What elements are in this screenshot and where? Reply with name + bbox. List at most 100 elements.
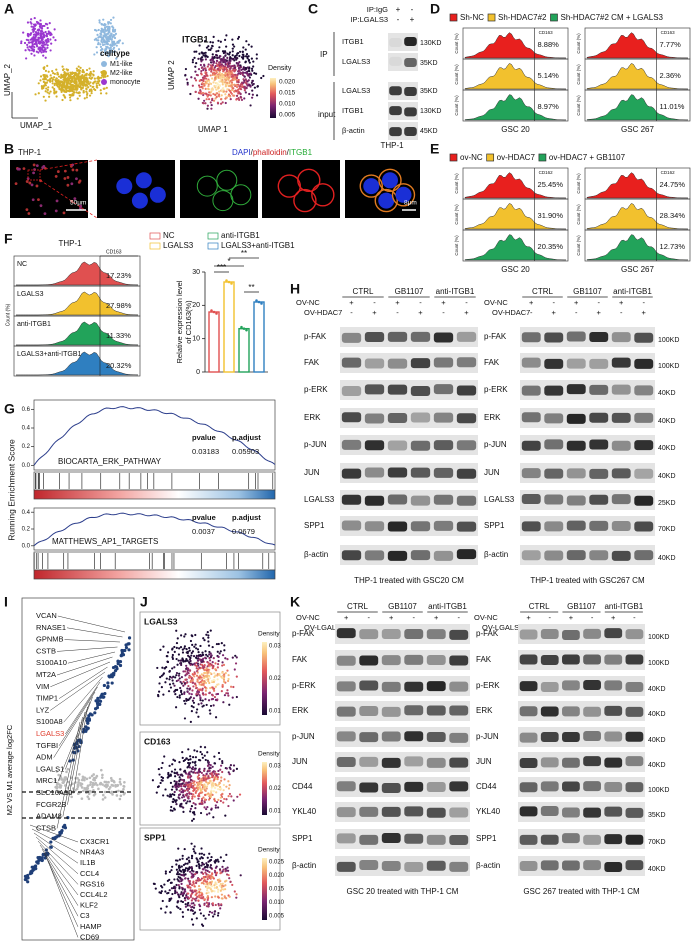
density-point — [207, 775, 210, 778]
umap-point — [60, 89, 63, 92]
density-point — [198, 666, 201, 669]
umap-point — [70, 94, 73, 97]
umap-point — [51, 79, 54, 83]
density-point — [244, 48, 247, 51]
blot-band — [625, 834, 644, 845]
density-point — [228, 792, 231, 796]
blot-band — [634, 385, 654, 396]
blot-band — [540, 706, 559, 717]
density-point — [185, 78, 188, 81]
density-point — [222, 801, 225, 804]
density-point — [225, 897, 228, 900]
density-point — [209, 863, 213, 867]
density-point — [204, 650, 207, 653]
density-point — [243, 75, 246, 78]
gene-point — [84, 729, 88, 733]
density-point — [179, 646, 183, 649]
density-point — [181, 857, 184, 860]
density-point — [196, 659, 200, 662]
group-header: CTRL — [353, 287, 374, 296]
blot-band — [387, 494, 408, 505]
blot-band — [519, 834, 538, 845]
density-point — [209, 59, 212, 62]
density-point — [197, 884, 201, 888]
gene-point — [101, 798, 105, 801]
density-point — [223, 50, 227, 53]
gene-point — [89, 780, 93, 784]
percent-label: 8.97% — [538, 102, 560, 111]
ip-label: IP:LGALS3 — [350, 15, 388, 24]
panel-letter: C — [308, 1, 318, 17]
density-point — [207, 913, 211, 916]
density-point — [197, 783, 201, 786]
density-point — [173, 793, 176, 796]
axis-label: GSC 20 — [501, 125, 530, 134]
colorbar-tick: 0.010 — [269, 900, 285, 906]
density-point — [234, 654, 237, 657]
umap-point — [26, 32, 29, 36]
density-point — [192, 655, 196, 658]
density-point — [233, 90, 236, 93]
sign: - — [633, 613, 636, 622]
umap-point — [45, 39, 48, 42]
density-point — [222, 70, 225, 73]
density-point — [202, 896, 205, 899]
gene-point — [76, 776, 79, 780]
density-point — [168, 678, 171, 681]
density-point — [185, 802, 188, 805]
panel-letter: H — [290, 281, 300, 297]
density-point — [242, 53, 245, 56]
density-point — [182, 794, 185, 797]
umap-point — [52, 72, 55, 75]
blot-band — [364, 440, 385, 451]
sign: + — [395, 298, 400, 307]
blot-band — [449, 781, 469, 792]
density-point — [230, 83, 234, 86]
density-point — [238, 67, 241, 70]
density-point — [205, 892, 208, 895]
gene-point — [77, 780, 80, 784]
density-point — [190, 899, 193, 902]
density-point — [215, 71, 218, 74]
density-point — [216, 67, 219, 71]
density-point — [210, 855, 213, 859]
kd-marker: 35KD — [420, 60, 438, 67]
cell — [62, 211, 66, 215]
density-point — [172, 886, 175, 890]
density-point — [178, 694, 181, 697]
colorbar-tick: 0.020 — [269, 873, 285, 879]
density-point — [223, 674, 226, 678]
density-point — [241, 81, 244, 84]
density-point — [204, 58, 208, 61]
density-point — [230, 795, 233, 798]
density-point — [184, 67, 188, 71]
density-point — [207, 668, 210, 671]
density-point — [224, 884, 227, 887]
density-point — [200, 871, 203, 874]
density-point — [200, 894, 203, 897]
gene-point — [30, 869, 34, 873]
density-point — [213, 783, 216, 786]
density-point — [171, 657, 175, 660]
density-point — [193, 645, 196, 648]
density-point — [203, 99, 206, 102]
blot-band — [589, 384, 609, 395]
blot-band — [604, 628, 623, 639]
umap-point — [44, 75, 47, 79]
density-point — [233, 77, 236, 80]
density-point — [233, 83, 236, 86]
density-point — [184, 873, 187, 876]
density-point — [198, 52, 201, 55]
blot-band — [540, 732, 559, 743]
sign: - — [598, 298, 601, 307]
density-point — [200, 753, 204, 756]
umap-point — [78, 75, 81, 79]
density-point — [218, 884, 221, 887]
density-point — [216, 890, 220, 893]
density-point — [222, 75, 225, 78]
density-point — [212, 60, 215, 63]
density-point — [250, 57, 253, 60]
density-point — [186, 800, 189, 803]
density-point — [235, 767, 239, 770]
